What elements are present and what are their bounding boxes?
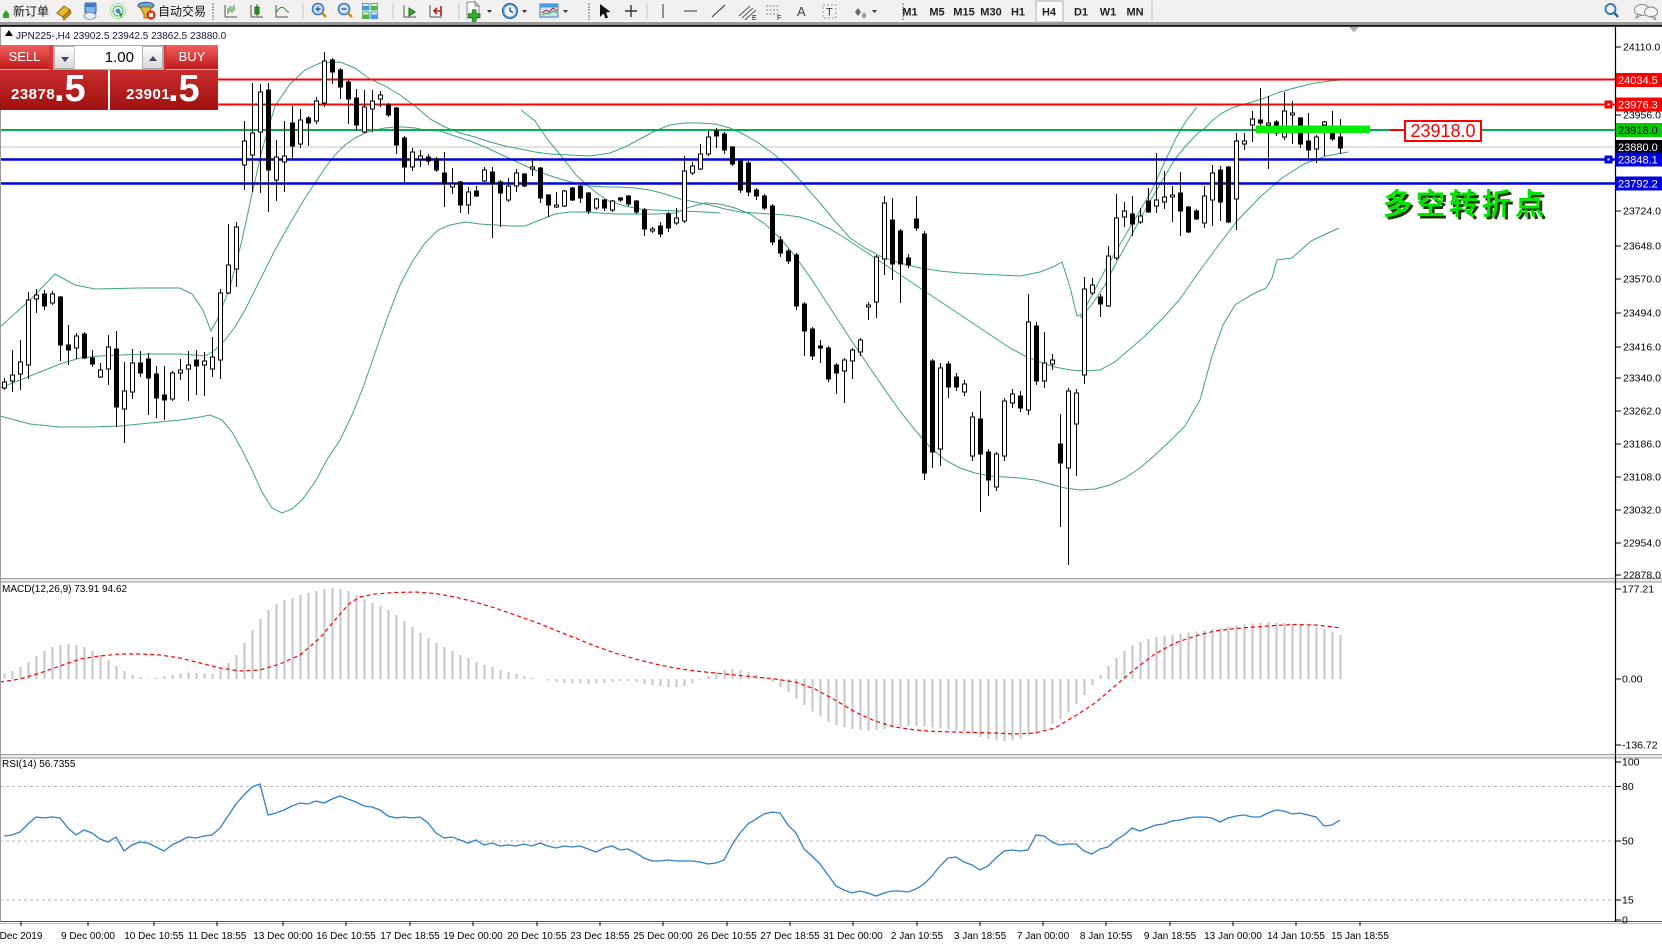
svg-text:100: 100 [1622,757,1640,769]
svg-text:25 Dec 00:00: 25 Dec 00:00 [633,931,693,942]
svg-text:自动交易: 自动交易 [158,4,206,19]
svg-text:2 Jan 10:55: 2 Jan 10:55 [891,931,944,942]
svg-text:MN: MN [1126,7,1143,19]
svg-text:15 Jan 18:55: 15 Jan 18:55 [1331,931,1389,942]
svg-text:24110.0: 24110.0 [1623,42,1660,54]
svg-text:26 Dec 10:55: 26 Dec 10:55 [697,931,757,942]
svg-text:13 Dec 00:00: 13 Dec 00:00 [253,931,313,942]
svg-text:9 Dec 00:00: 9 Dec 00:00 [61,931,115,942]
svg-text:15: 15 [1622,895,1634,907]
svg-text:23186.0: 23186.0 [1623,439,1661,451]
svg-text:0.00: 0.00 [1622,674,1643,686]
svg-text:F: F [777,15,781,22]
svg-text:14 Jan 10:55: 14 Jan 10:55 [1267,931,1325,942]
svg-text:-136.72: -136.72 [1622,740,1658,752]
svg-text:M5: M5 [929,7,944,19]
svg-text:Dec 2019: Dec 2019 [0,931,43,942]
svg-text:23848.1: 23848.1 [1618,155,1658,167]
svg-text:D1: D1 [1074,7,1088,19]
svg-text:10 Dec 10:55: 10 Dec 10:55 [124,931,184,942]
svg-text:23648.0: 23648.0 [1623,241,1661,253]
svg-text:23262.0: 23262.0 [1623,406,1661,418]
svg-text:0: 0 [1622,915,1628,927]
svg-text:19 Dec 00:00: 19 Dec 00:00 [443,931,503,942]
svg-text:8 Jan 10:55: 8 Jan 10:55 [1080,931,1133,942]
svg-text:23108.0: 23108.0 [1623,472,1661,484]
svg-text:T: T [826,7,833,19]
svg-text:17 Dec 18:55: 17 Dec 18:55 [380,931,440,942]
svg-text:A: A [797,4,806,19]
svg-text:23494.0: 23494.0 [1623,308,1661,320]
svg-text:20 Dec 10:55: 20 Dec 10:55 [507,931,567,942]
svg-text:RSI(14) 56.7355: RSI(14) 56.7355 [2,759,76,770]
svg-text:50: 50 [1622,836,1634,848]
svg-text:M30: M30 [980,7,1001,19]
svg-text:13 Jan 00:00: 13 Jan 00:00 [1204,931,1262,942]
svg-text:7 Jan 00:00: 7 Jan 00:00 [1017,931,1070,942]
svg-text:23976.3: 23976.3 [1618,100,1658,112]
svg-text:3 Jan 18:55: 3 Jan 18:55 [954,931,1007,942]
svg-text:23570.0: 23570.0 [1623,274,1661,286]
svg-text:9 Jan 18:55: 9 Jan 18:55 [1144,931,1197,942]
svg-text:22878.0: 22878.0 [1623,570,1661,582]
svg-text:M15: M15 [953,7,974,19]
svg-text:22954.0: 22954.0 [1623,538,1661,550]
svg-text:23340.0: 23340.0 [1623,373,1661,385]
svg-text:24034.5: 24034.5 [1618,75,1658,87]
svg-text:新订单: 新订单 [13,4,49,19]
svg-text:23918.0: 23918.0 [1618,125,1658,137]
svg-text:11 Dec 18:55: 11 Dec 18:55 [188,931,247,942]
svg-text:W1: W1 [1100,7,1117,19]
svg-text:23956.0: 23956.0 [1623,110,1661,122]
svg-text:MACD(12,26,9) 73.91 94.62: MACD(12,26,9) 73.91 94.62 [2,584,128,595]
svg-text:JPN225-,H4 23902.5 23942.5 23: JPN225-,H4 23902.5 23942.5 23862.5 23880… [16,31,227,42]
svg-text:23032.0: 23032.0 [1623,505,1661,517]
svg-text:23724.0: 23724.0 [1623,206,1661,218]
svg-text:H4: H4 [1042,7,1057,19]
svg-text:27 Dec 18:55: 27 Dec 18:55 [760,931,820,942]
svg-text:23 Dec 18:55: 23 Dec 18:55 [570,931,630,942]
svg-text:23880.0: 23880.0 [1618,142,1658,154]
svg-text:H1: H1 [1011,7,1025,19]
svg-text:80: 80 [1622,781,1634,793]
svg-text:23792.2: 23792.2 [1618,179,1658,191]
svg-text:16 Dec 10:55: 16 Dec 10:55 [316,931,376,942]
svg-text:E: E [752,15,757,22]
svg-text:23416.0: 23416.0 [1623,342,1661,354]
svg-text:M1: M1 [902,7,917,19]
svg-text:31 Dec 00:00: 31 Dec 00:00 [823,931,883,942]
svg-text:177.21: 177.21 [1622,584,1654,596]
